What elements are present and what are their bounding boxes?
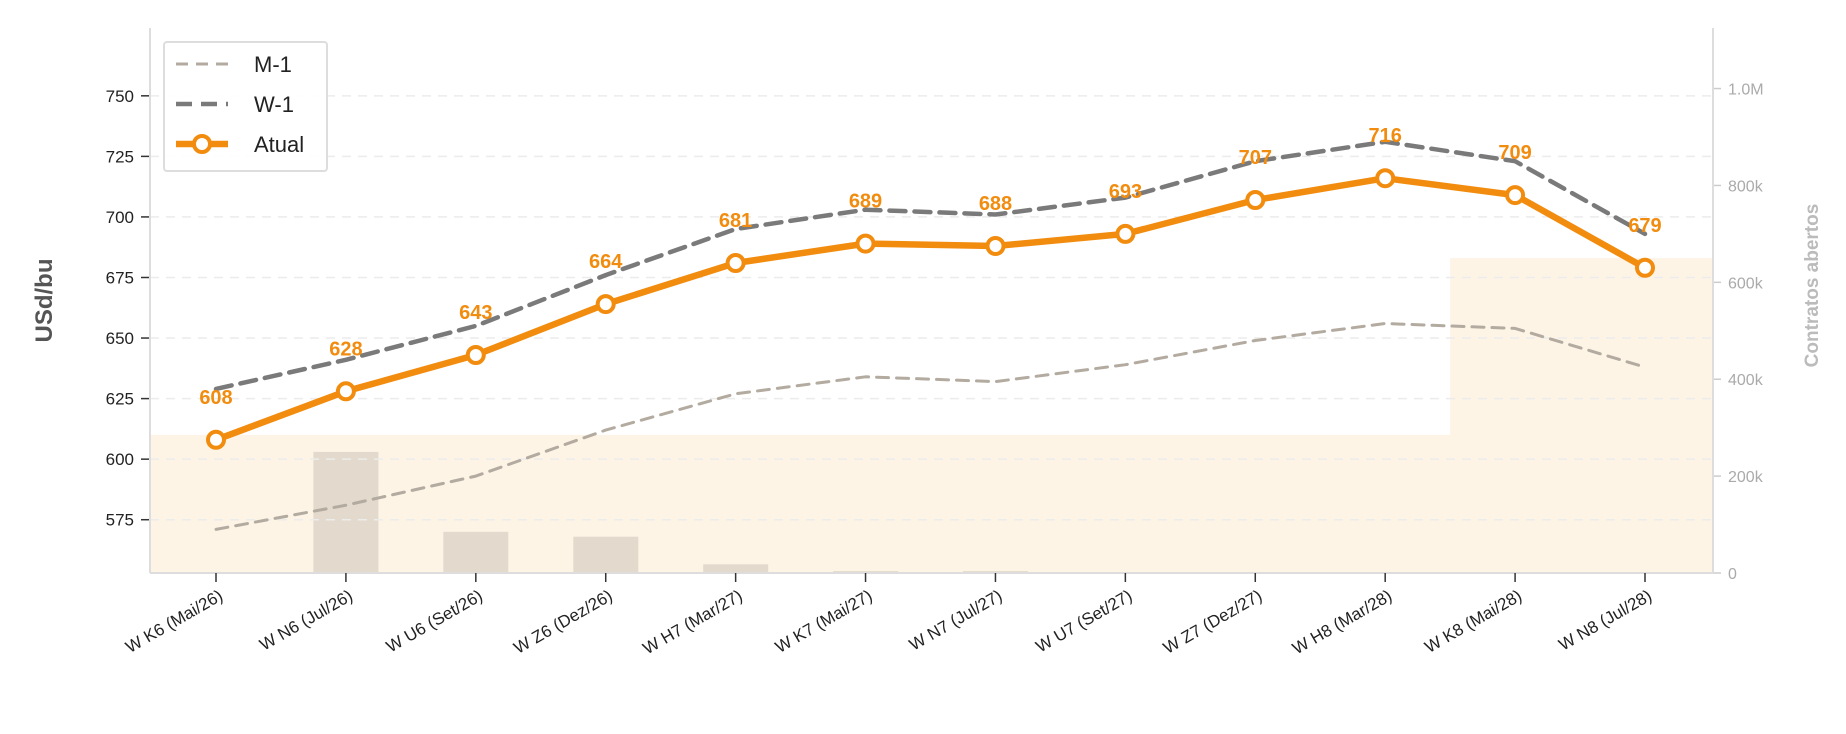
data-point [335, 381, 356, 402]
x-tick-label: W N7 (Jul/27) [906, 586, 1005, 654]
x-tick-label: W N6 (Jul/26) [256, 586, 355, 654]
data-label: 689 [849, 191, 882, 213]
y-tick-label: 600 [106, 450, 134, 469]
y2-tick-label: 400k [1728, 372, 1764, 389]
data-point [1115, 223, 1136, 244]
x-tick-label: W U6 (Set/26) [383, 586, 486, 656]
data-label: 664 [589, 251, 623, 273]
open-interest-bar [703, 564, 769, 573]
legend-marker [192, 134, 212, 154]
open-interest-bar [573, 536, 639, 573]
grid-layer [150, 95, 1713, 521]
data-label: 693 [1109, 181, 1142, 203]
data-point [855, 233, 876, 254]
y2-tick-label: 1.0M [1728, 82, 1764, 99]
y-tick-label: 675 [106, 268, 134, 287]
y-tick-label: 575 [106, 511, 134, 530]
legend: M-1 W-1 Atual [163, 41, 328, 172]
y-tick-label: 725 [106, 147, 134, 166]
data-label: 709 [1498, 142, 1531, 164]
data-label: 688 [979, 193, 1012, 215]
data-label: 681 [719, 210, 752, 232]
open-interest-bar [313, 451, 379, 573]
data-point [1635, 257, 1655, 278]
x-tick-label: W K7 (Mai/27) [772, 586, 876, 657]
series-line-atual [212, 174, 1649, 444]
series-line-w-1 [213, 139, 1648, 392]
data-point [206, 429, 226, 450]
x-tick-label: W N8 (Jul/28) [1556, 586, 1655, 654]
y2-tick-label: 800k [1728, 178, 1764, 195]
open-interest-area-layer [150, 258, 1713, 573]
data-label: 608 [199, 387, 232, 409]
data-point [595, 294, 616, 315]
y2-tick-label: 0 [1728, 566, 1737, 583]
data-point [725, 253, 746, 273]
series-layer [206, 139, 1655, 531]
data-point [465, 345, 486, 365]
open-interest-bars-layer [313, 451, 1028, 573]
data-point [1375, 168, 1396, 189]
data-point [1245, 190, 1266, 210]
x-tick-label: W U7 (Set/27) [1033, 586, 1136, 656]
y-tick-label: 700 [106, 208, 134, 227]
y-axis-title: USd/bu [31, 259, 58, 343]
x-tick-label: W H7 (Mar/27) [640, 586, 746, 658]
data-point [985, 236, 1006, 256]
x-tick-label: W Z6 (Dez/26) [511, 586, 616, 658]
legend-label: W-1 [254, 92, 294, 117]
data-label: 628 [329, 338, 362, 360]
y-tick-label: 625 [106, 390, 134, 409]
legend-label: M-1 [254, 52, 292, 77]
open-interest-area [150, 258, 1713, 573]
legend-label: Atual [254, 132, 304, 157]
x-tick-label: W Z7 (Dez/27) [1160, 586, 1265, 658]
data-labels-layer: 608 628 643 664 681 689 688 693 707 716 709 679 [199, 125, 1661, 409]
data-label: 643 [459, 302, 492, 324]
data-label: 679 [1628, 215, 1661, 237]
y2-axis-title: Contratos abertos [1802, 204, 1823, 368]
data-label: 707 [1239, 147, 1272, 169]
y2-tick-label: 600k [1728, 275, 1764, 292]
data-label: 716 [1369, 125, 1402, 147]
x-tick-label: W K6 (Mai/26) [122, 586, 226, 657]
y-tick-label: 750 [106, 87, 134, 106]
x-tick-label: W H8 (Mar/28) [1289, 586, 1395, 658]
x-tick-label: W K8 (Mai/28) [1422, 586, 1526, 657]
data-point [1505, 185, 1526, 206]
y2-tick-label: 200k [1728, 469, 1764, 486]
y-tick-label: 650 [106, 329, 134, 348]
series-line-m-1 [214, 322, 1647, 531]
open-interest-bar [443, 531, 509, 573]
